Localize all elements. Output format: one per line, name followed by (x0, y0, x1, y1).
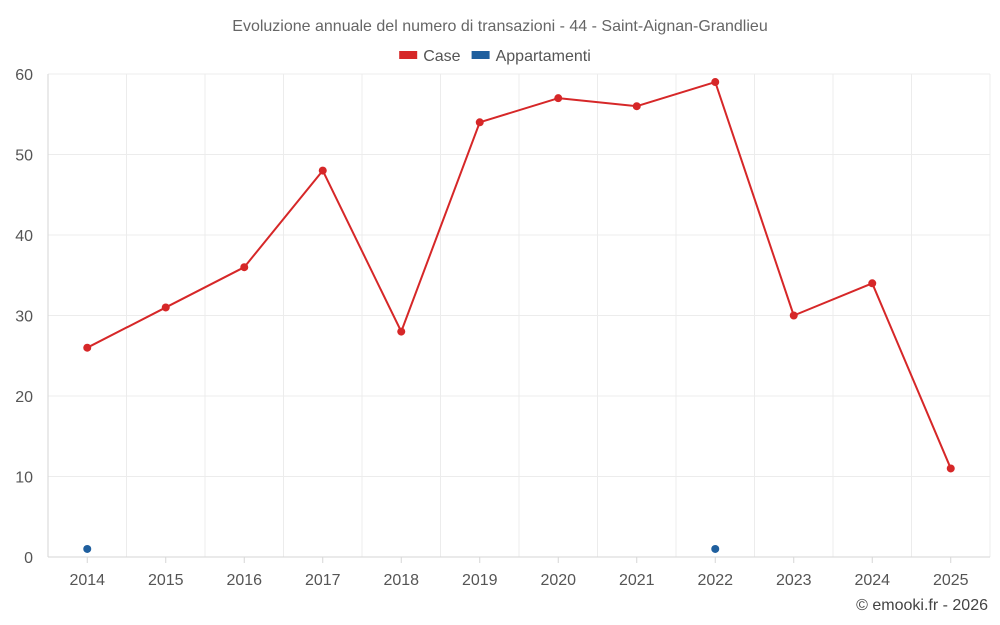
series-appartamenti (83, 544, 720, 553)
y-tick-label: 10 (15, 470, 33, 487)
x-tick-label: 2022 (697, 572, 733, 589)
legend-swatch (471, 51, 490, 59)
x-tick-label: 2017 (305, 572, 341, 589)
series-case (83, 78, 955, 473)
x-tick-label: 2025 (933, 572, 969, 589)
x-tick-label: 2015 (148, 572, 184, 589)
y-tick-label: 40 (15, 228, 33, 245)
legend-swatch (399, 51, 418, 59)
data-point (868, 279, 877, 288)
x-tick-label: 2014 (69, 572, 105, 589)
axes: 0 10 20 30 40 50 60 2014 2015 2016 2017 2018 2019 202… (15, 67, 990, 589)
data-point (475, 118, 484, 127)
x-tick-label: 2024 (854, 572, 890, 589)
legend-label: Appartamenti (496, 48, 591, 65)
y-tick-label: 0 (24, 550, 33, 567)
x-tick-label: 2019 (462, 572, 498, 589)
grid (47, 73, 991, 557)
x-tick-label: 2018 (383, 572, 419, 589)
data-point (789, 311, 798, 320)
y-tick-label: 30 (15, 309, 33, 326)
legend-item-appartamenti: Appartamenti (471, 48, 591, 65)
data-point (240, 263, 249, 272)
series (83, 78, 955, 553)
x-tick-label: 2016 (226, 572, 262, 589)
data-point (632, 102, 641, 111)
data-point (711, 544, 720, 553)
y-tick-label: 60 (15, 67, 33, 84)
data-point (161, 303, 170, 312)
chart-title: Evoluzione annuale del numero di transaz… (232, 18, 767, 35)
data-point (554, 94, 563, 103)
data-point (711, 78, 720, 87)
x-tick-label: 2023 (776, 572, 812, 589)
credit-text: © emooki.fr - 2026 (856, 597, 988, 614)
data-point (318, 166, 327, 175)
data-point (83, 343, 92, 352)
legend: Case Appartamenti (399, 48, 591, 65)
x-tick-label: 2021 (619, 572, 655, 589)
series-line (86, 81, 952, 469)
data-point (397, 327, 406, 336)
legend-item-case: Case (399, 48, 461, 65)
y-tick-label: 50 (15, 148, 33, 165)
y-tick-label: 20 (15, 389, 33, 406)
legend-label: Case (423, 48, 460, 65)
data-point (946, 464, 955, 473)
data-point (83, 544, 92, 553)
x-tick-label: 2020 (540, 572, 576, 589)
